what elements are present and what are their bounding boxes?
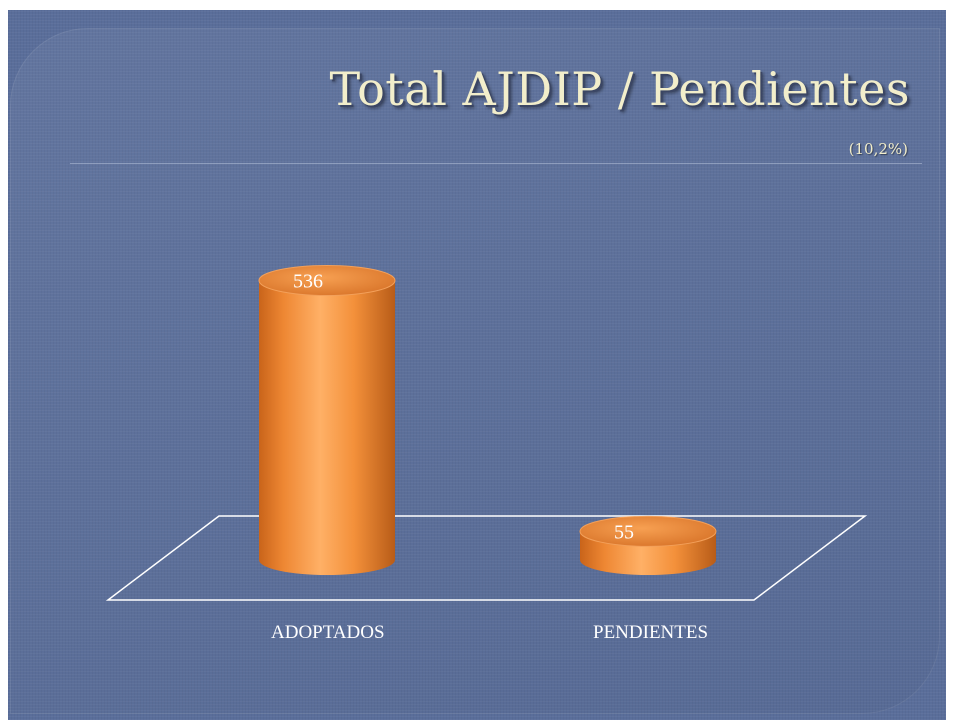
category-label: ADOPTADOS bbox=[271, 622, 385, 643]
bar-top bbox=[580, 516, 716, 546]
bar-chart: 536 ADOPTADOS 55 PENDIENTES bbox=[8, 10, 946, 720]
data-label: 55 bbox=[614, 521, 634, 543]
bar-adoptados bbox=[259, 266, 395, 575]
bars-layer bbox=[259, 266, 716, 575]
bar-body bbox=[259, 281, 395, 575]
bar-pendientes bbox=[580, 516, 716, 575]
data-label: 536 bbox=[293, 271, 323, 293]
category-label: PENDIENTES bbox=[593, 622, 708, 643]
slide-background: Total AJDIP / Pendientes (10,2%) 536 ADOP… bbox=[8, 10, 946, 720]
bar-top bbox=[259, 266, 395, 296]
chart-floor bbox=[108, 516, 865, 600]
